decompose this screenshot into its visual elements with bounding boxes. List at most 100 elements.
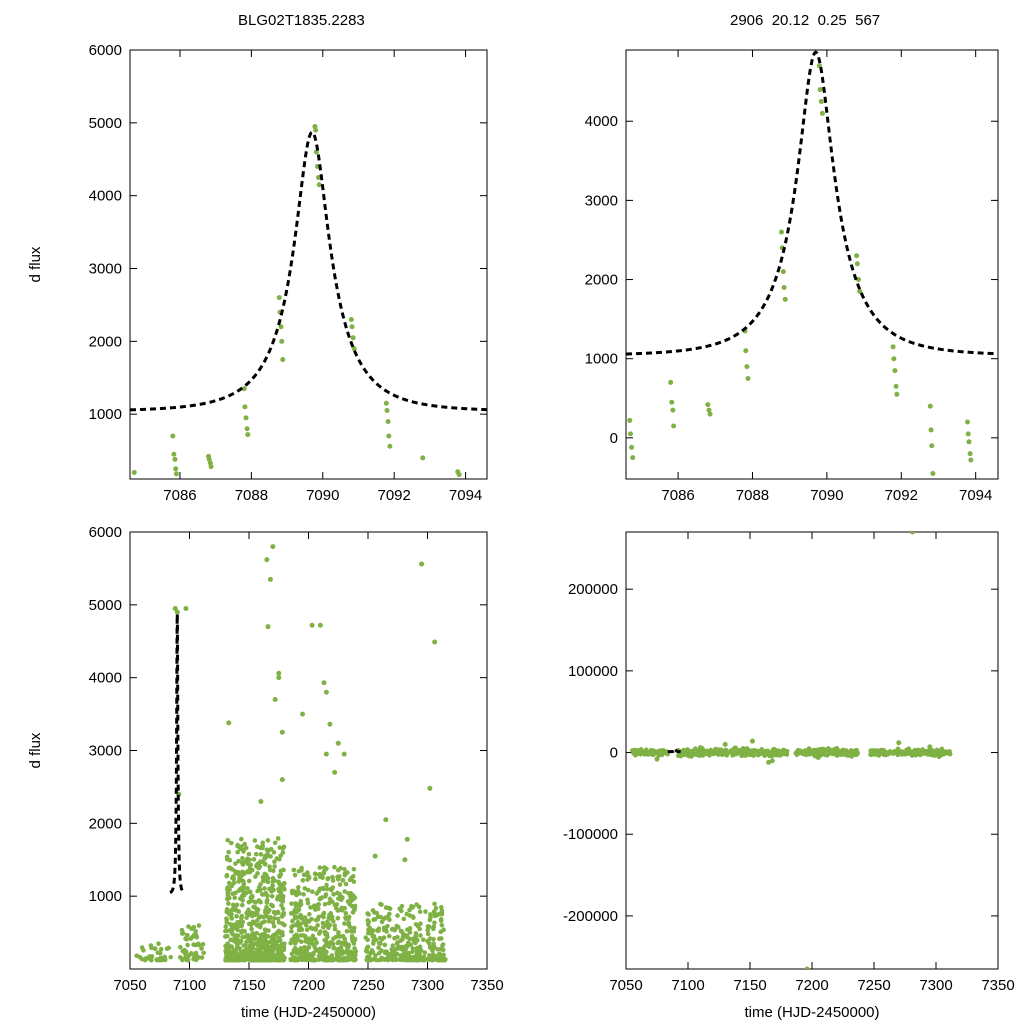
panel-top-left: 7086 7088 7090 7092 7094 1000 2000 3000 4000 5000… [27, 42, 488, 504]
data-point [241, 881, 247, 887]
data-point [394, 941, 400, 946]
data-point [339, 950, 345, 956]
data-point [143, 956, 149, 962]
data-point [376, 940, 382, 946]
data-point [654, 756, 660, 762]
data-point [240, 902, 245, 908]
data-point [426, 924, 432, 930]
data-point [706, 407, 712, 413]
data-point [313, 876, 318, 882]
data-point [892, 368, 898, 374]
data-point [349, 952, 355, 958]
data-point [300, 878, 306, 883]
data-point [290, 890, 295, 896]
data-point [630, 455, 636, 461]
data-point [332, 923, 338, 928]
data-point [331, 945, 337, 951]
data-point [259, 920, 265, 926]
data-point [279, 896, 284, 902]
data-point [265, 893, 270, 899]
data-point [350, 910, 356, 915]
x-tick-label: 7090 [810, 487, 843, 504]
data-point [422, 950, 428, 955]
data-point [242, 841, 247, 847]
data-point [329, 887, 334, 893]
data-point [387, 911, 392, 917]
panel-top-right: 7086 7088 7090 7092 7094 0 1000 2000 3000 4000 [585, 44, 999, 504]
data-point [245, 861, 250, 866]
data-point [305, 887, 311, 893]
data-point [433, 905, 439, 911]
data-point [410, 904, 416, 910]
data-point [328, 957, 333, 963]
data-point [331, 936, 336, 941]
data-point [229, 925, 235, 931]
y-tick-label: 3000 [585, 192, 618, 209]
data-point [179, 931, 185, 936]
data-point [275, 943, 281, 949]
data-point [243, 845, 249, 851]
data-point [310, 951, 316, 957]
data-point [304, 948, 310, 954]
data-point [386, 933, 392, 939]
data-point [439, 908, 445, 914]
data-point [279, 338, 285, 344]
y-tick-label: 100000 [568, 663, 618, 680]
x-tick-label: 7350 [981, 977, 1014, 994]
data-point [242, 404, 248, 410]
x-tick-label: 7200 [292, 977, 325, 994]
data-point [892, 748, 898, 754]
data-point [281, 867, 286, 873]
data-point [734, 751, 739, 757]
data-point [301, 892, 306, 897]
data-point [277, 948, 283, 954]
data-point [816, 44, 821, 49]
data-point [230, 902, 236, 908]
data-point [196, 941, 201, 947]
data-point [272, 840, 278, 846]
data-point [730, 747, 736, 752]
data-point [826, 749, 832, 754]
x-tick-label: 7100 [173, 977, 206, 994]
data-point [427, 944, 433, 949]
data-point [382, 950, 388, 956]
y-tick-label: 2000 [89, 333, 122, 350]
data-point [292, 914, 298, 919]
data-point [631, 750, 637, 755]
data-point [223, 948, 229, 954]
data-point [240, 869, 245, 875]
data-point [278, 324, 284, 330]
data-point [745, 375, 751, 381]
data-point [415, 945, 420, 951]
data-point [168, 954, 173, 960]
data-point [731, 751, 736, 757]
model-curve [667, 747, 683, 754]
data-point [255, 918, 260, 923]
data-point [317, 622, 323, 628]
data-point [894, 391, 900, 397]
data-point [297, 921, 303, 927]
data-point [262, 856, 267, 861]
data-point [191, 924, 197, 930]
data-point [300, 711, 306, 717]
data-point [190, 934, 195, 940]
data-point [840, 747, 846, 753]
data-point [331, 892, 336, 897]
data-point [420, 455, 426, 461]
data-point [947, 751, 953, 757]
data-point [352, 946, 357, 951]
data-point [410, 946, 416, 951]
data-point [266, 952, 271, 958]
data-point [418, 957, 424, 963]
data-point [347, 877, 353, 883]
data-point [414, 902, 419, 907]
data-point [816, 63, 822, 69]
data-point [304, 938, 309, 943]
data-point [279, 914, 285, 919]
data-point [268, 945, 273, 950]
data-point [239, 923, 245, 929]
x-tick-label: 7150 [232, 977, 265, 994]
data-point [410, 936, 416, 942]
data-point [223, 924, 229, 929]
x-tick-label: 7092 [377, 487, 410, 504]
